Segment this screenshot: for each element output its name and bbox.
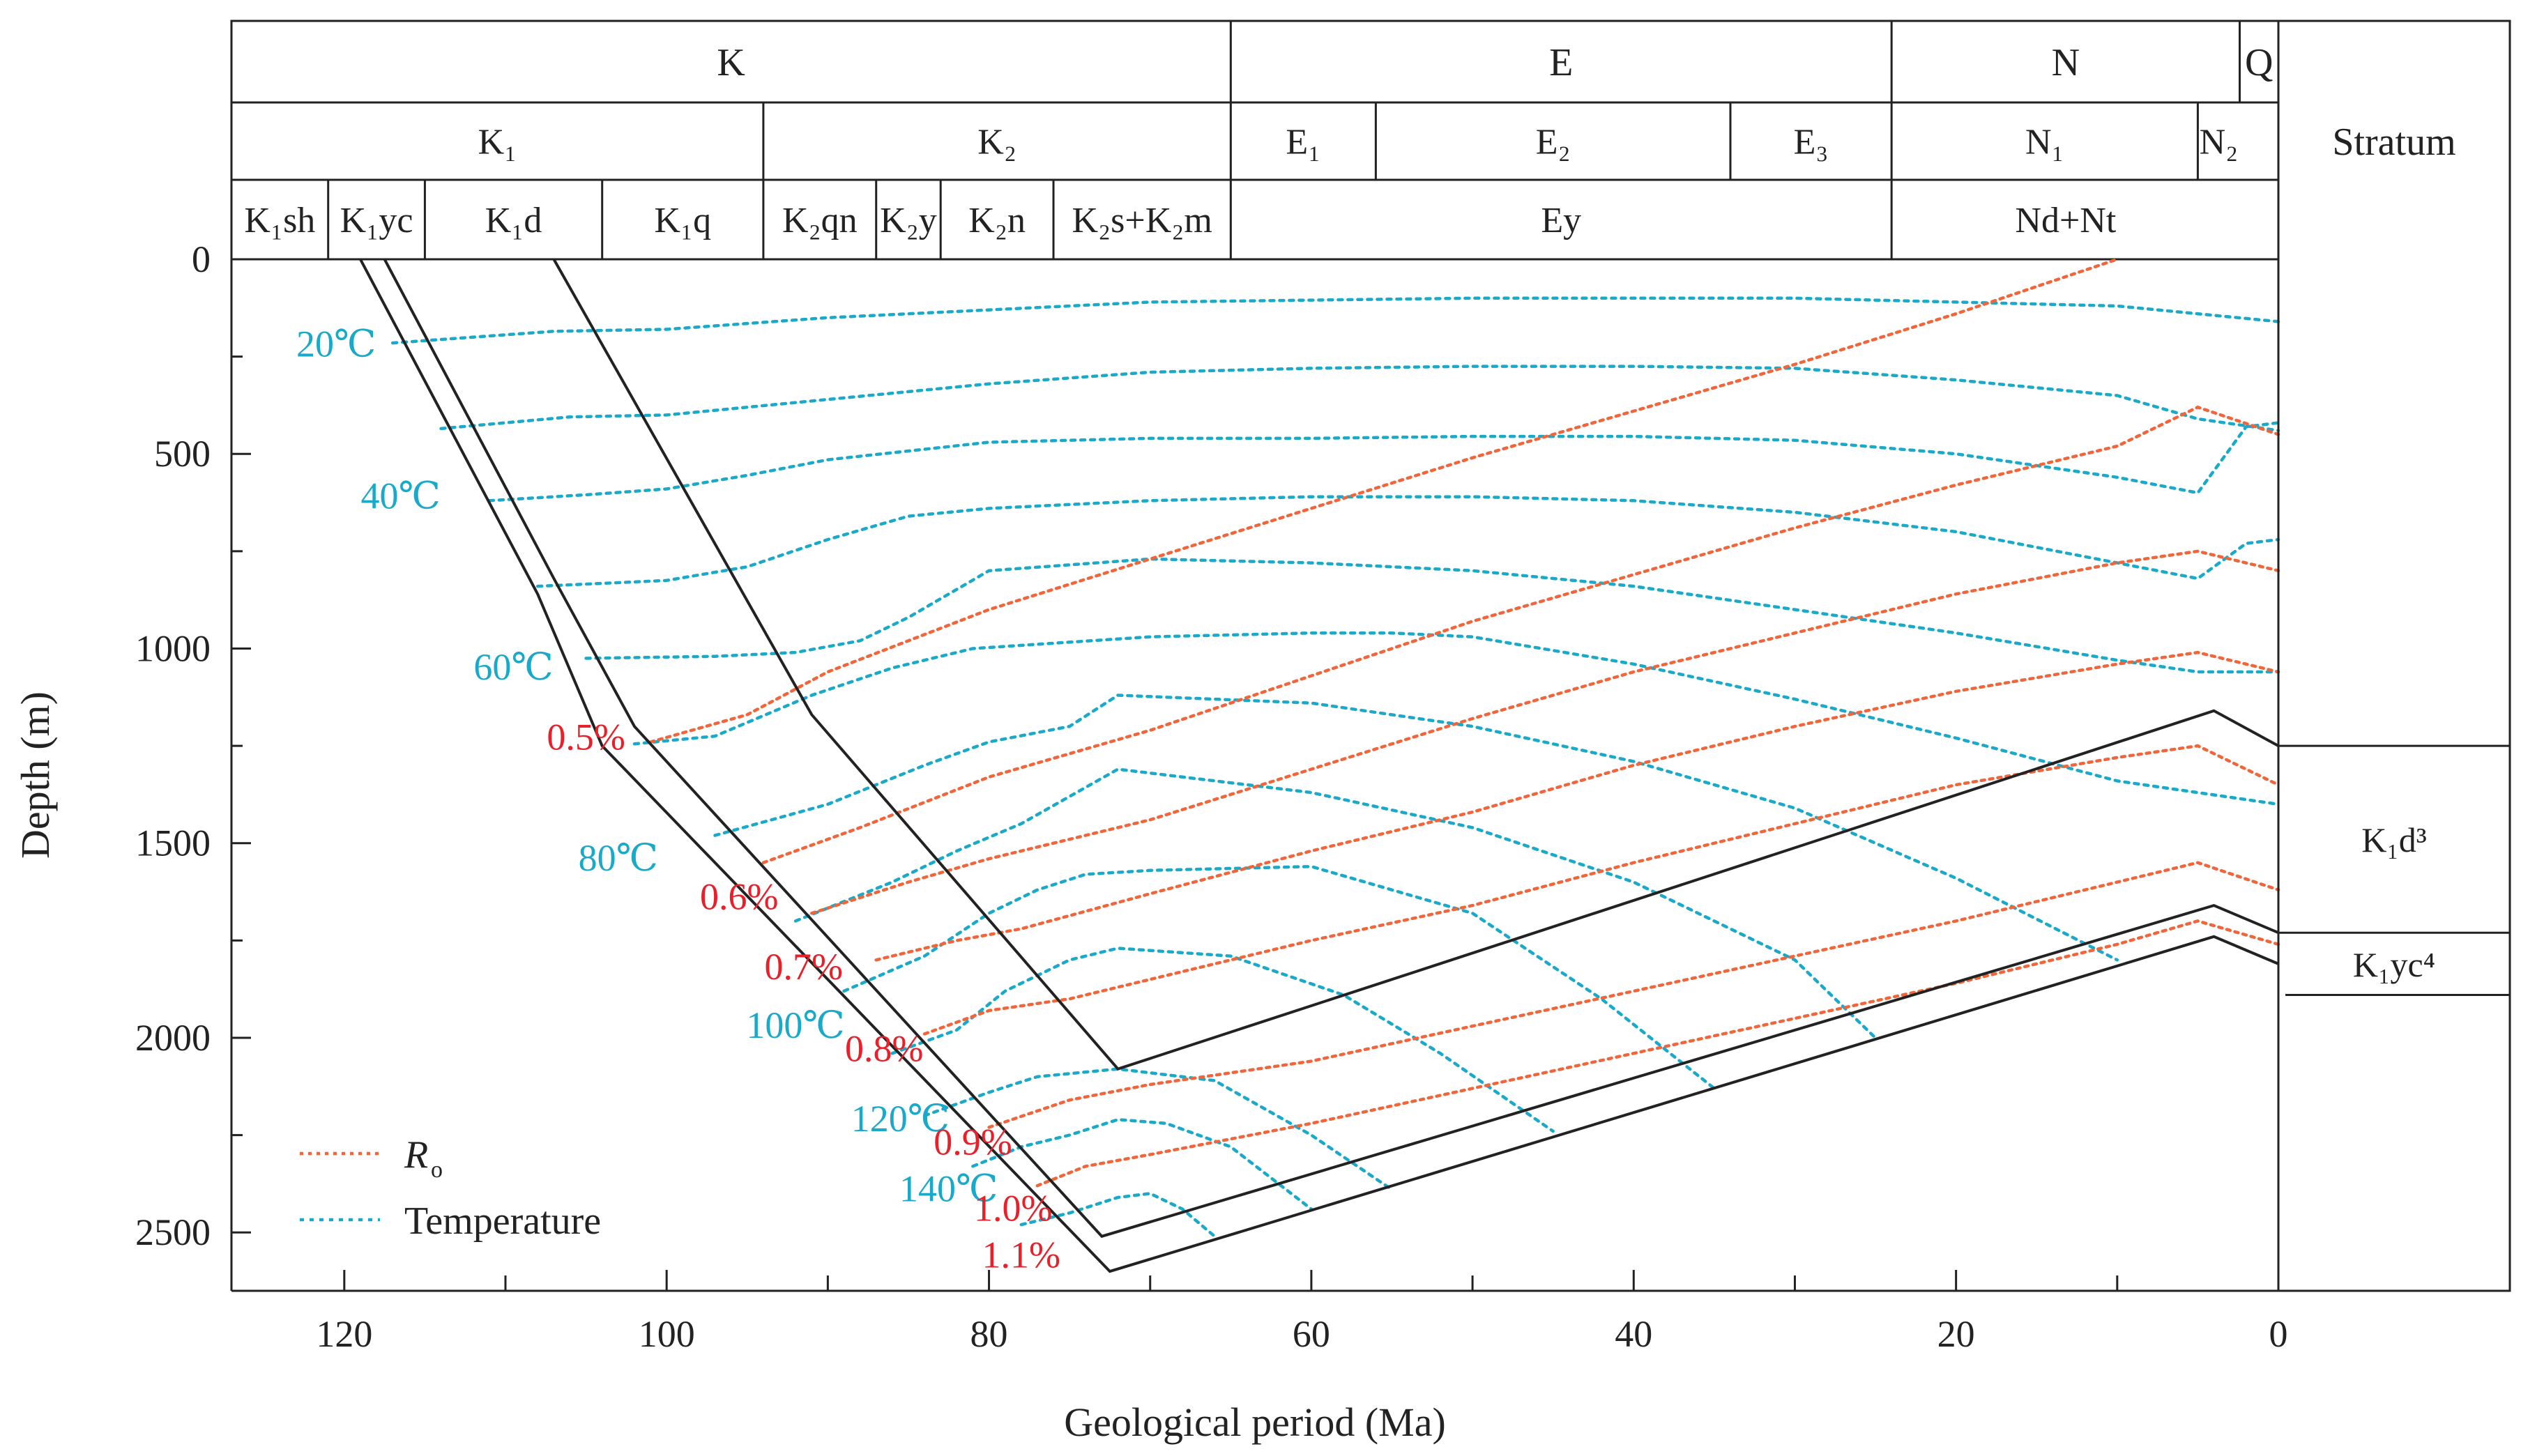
formation-label: K₁q [654,201,711,240]
temperature-isotherm [793,767,1878,1040]
formation-label: K₂qn [782,201,858,240]
x-axis-title: Geological period (Ma) [1064,1400,1446,1445]
temperature-isotherm [439,365,2280,432]
ro-label: 1.1% [982,1234,1060,1275]
temperature-isotherm [842,864,1716,1090]
y-axis-title: Depth (m) [13,691,58,859]
temperature-label: 80℃ [579,837,658,879]
ro-series [648,257,2280,1188]
system-label: K [717,41,745,84]
ro-isoline [810,549,2280,915]
stratum-column-header: Stratum [2332,121,2455,164]
stratum-column-frame [2277,20,2511,1292]
stratum-unit-label: K₁d³ [2361,820,2427,859]
temperature-series [390,296,2280,1239]
y-tick-label: 2500 [135,1211,211,1253]
x-tick-label: 120 [316,1313,372,1355]
formation-label: K₁yc [340,201,413,240]
burial-curve [552,259,2279,1071]
ro-label: 0.5% [547,716,625,758]
stratigraphy-header: K E N Q K₁ K₂ E₁ E₂ E₃ N₁ N₂ K₁sh K₁yc K₁d K₁q K₂qn K₂y K… [230,20,2280,261]
x-tick-label: 20 [1937,1313,1975,1355]
burial-curve [383,259,2279,1239]
formation-label: K₂s+K₂m [1072,201,1212,240]
legend-ro-label: R [404,1133,428,1177]
temperature-isotherm [584,557,2280,674]
x-tick-label: 40 [1615,1313,1652,1355]
temperature-isotherm [632,631,2280,806]
burial-lines [359,259,2279,1273]
temperature-isotherm [487,421,2280,503]
x-tick-label: 80 [970,1313,1008,1355]
ro-label: 0.8% [845,1027,923,1069]
legend-temperature-label: Temperature [404,1200,601,1243]
formation-label: K₂y [880,201,937,240]
series-label: N₂ [2200,123,2239,162]
temperature-isotherm [1019,1192,1217,1239]
y-tick-label: 1500 [135,822,211,864]
series-label: E₂ [1536,123,1571,162]
ro-isoline [648,257,2119,744]
ro-isoline [1035,919,2280,1188]
ro-isoline [922,744,2280,1036]
ro-isoline [987,861,2280,1129]
y-tick-label: 0 [192,238,211,280]
y-tick-label: 500 [154,433,211,475]
formation-label: K₂n [968,201,1026,240]
stratum-unit-label: K₁yc⁴ [2353,945,2435,984]
isoline-labels: 20℃ 40℃ 60℃ 80℃ 100℃ 120℃ 140℃ 0.5% 0.6% 0.7%0.8%… [296,323,1060,1276]
ro-label: 0.6% [700,876,778,918]
temperature-label: 120℃ [851,1098,950,1140]
system-label: Q [2245,41,2273,84]
ro-isoline [761,405,2280,864]
temperature-isotherm [890,947,1555,1133]
ro-label: 0.7% [764,946,842,988]
x-tick-label: 100 [639,1313,695,1355]
series-label: K₁ [478,123,517,162]
formation-label: Nd+Nt [2015,201,2116,240]
series-label: E₃ [1794,123,1829,162]
system-label: E [1549,41,1573,84]
series-label: N₁ [2025,123,2064,162]
temperature-label: 100℃ [746,1004,844,1046]
temperature-isotherm [535,495,2280,588]
temperature-label: 40℃ [361,475,441,516]
formation-label: Ey [1541,201,1581,240]
burial-curve [359,259,2279,1273]
ro-label: 0.9% [934,1121,1012,1163]
axes: 0 500 1000 1500 2000 2500 120 100 80 60 40 20 0 Geolo… [13,238,2288,1445]
y-tick-label: 2000 [135,1017,211,1059]
y-tick-label: 1000 [135,627,211,669]
x-tick-label: 0 [2269,1313,2288,1355]
formation-label: K₁sh [244,201,315,240]
temperature-label: 60℃ [473,646,553,688]
formation-label: K₁d [485,201,542,240]
legend-ro-subscript: o [431,1157,443,1183]
system-label: N [2052,41,2080,84]
temperature-label: 20℃ [296,323,376,365]
temperature-label: 140℃ [899,1168,998,1210]
ro-isoline [874,650,2280,962]
series-label: E₁ [1286,123,1320,162]
temperature-isotherm [390,296,2280,345]
x-tick-label: 60 [1293,1313,1330,1355]
series-label: K₂ [977,123,1016,162]
temperature-isotherm [713,693,2119,962]
stratum-column: Stratum K₁d³ K₁yc⁴ [2277,20,2511,1292]
ro-label: 1.0% [974,1187,1052,1229]
